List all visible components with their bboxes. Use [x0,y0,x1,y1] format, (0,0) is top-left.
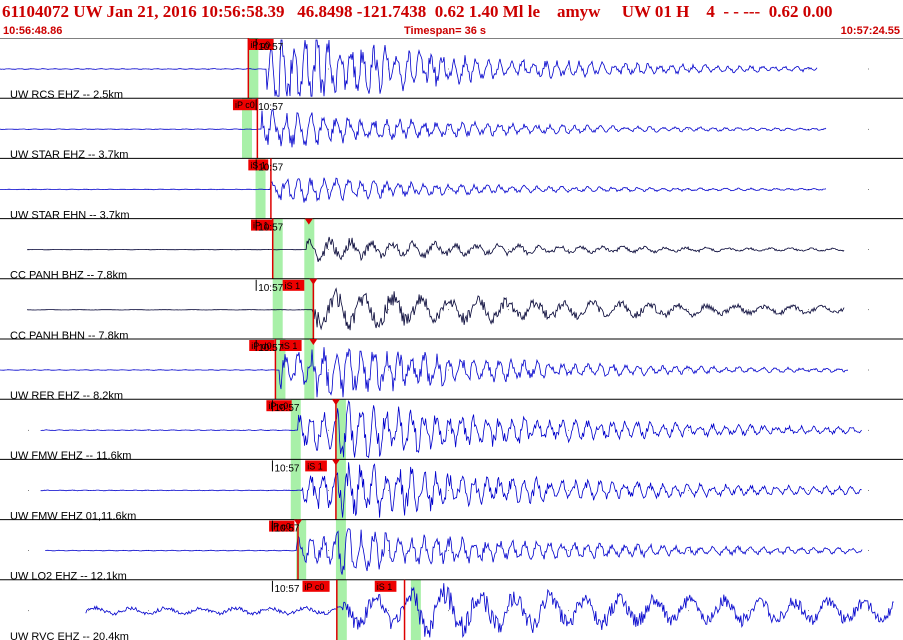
pick-flag [248,39,274,50]
pick-marker [309,278,318,285]
trace-panel: iP c0 iS 1 10:57 UW RVC EHZ -- 20.4km [0,579,903,640]
trace-panel: iS 110:57 UW STAR EHN -- 3.7km [0,157,903,221]
trace-panel: iS 110:57 CC PANH BHN -- 7.8km [0,278,903,342]
pick-label: iP c0 [305,582,325,592]
waveform [0,347,849,398]
trace-panel: iP 110:57 CC PANH BHZ -- 7.8km [0,218,903,282]
minute-label: 10:57 [274,524,299,535]
station-label: UW LO2 EHZ -- 12.1km [10,571,127,583]
trace-panel: iP c0 10:57 UW STAR EHZ -- 3.7km [0,97,903,161]
pick-marker [309,339,318,345]
pick-flag [251,219,273,231]
station-label: CC PANH BHN -- 7.8km [10,330,128,342]
pick-marker [331,399,340,406]
pick-window [242,98,253,159]
waveform [85,583,894,639]
pick-label: iS 1 [285,281,301,291]
trace-panel: iP d0 iS 110:57 UW RER EHZ -- 8.2km [0,338,903,402]
station-label: CC PANH BHZ -- 7.8km [10,270,127,282]
station-label: UW RCS EHZ -- 2.5km [10,89,123,101]
waveform [45,528,863,575]
pick-flag [232,99,259,111]
pick-window [296,519,307,580]
minute-label: 10:57 [258,102,283,113]
pick-label: iS 1 [307,461,323,471]
waveform [27,287,845,331]
minute-label: 10:57 [274,403,299,414]
waveform [0,109,827,148]
pick-label: iP 1 [253,221,268,231]
pick-window [290,399,301,460]
pick-window [410,579,421,640]
pick-label: iP c0 [271,522,291,532]
pick-flag [269,520,295,532]
pick-window [290,459,301,520]
minute-label: 10:57 [258,223,283,234]
station-label: UW FMW EHZ 01,11.6km [10,510,136,522]
pick-window [255,158,266,219]
waveform [40,462,862,518]
pick-label: iP d0 [251,341,271,351]
pick-marker [304,218,313,225]
station-label: UW FMW EHZ -- 11.6km [10,450,131,462]
event-summary: 61104072 UW Jan 21, 2016 10:56:58.39 46.… [2,2,833,21]
pick-label: iS 1 [250,160,266,170]
minute-label: 10:57 [274,463,299,474]
pick-window [272,218,283,279]
minute-label: 10:57 [258,343,283,354]
pick-flag [249,340,275,351]
pick-flag [302,580,330,592]
pick-label: iP c0 [268,401,288,411]
event-header: 61104072 UW Jan 21, 2016 10:56:58.39 46.… [0,0,903,38]
trace-panel: iS 1 10:57 UW FMW EHZ 01,11.6km [0,458,903,522]
station-label: UW STAR EHN -- 3.7km [10,209,130,221]
pick-label: iS 1 [377,582,393,592]
pick-window [336,579,347,640]
pick-flag [248,159,269,171]
pick-marker [293,519,302,526]
pick-window [335,519,346,580]
minute-label: 10:57 [274,584,299,595]
pick-window [304,339,315,400]
minute-label: 10:57 [258,283,283,294]
minute-label: 10:57 [258,42,283,53]
station-label: UW RVC EHZ -- 20.4km [10,631,129,640]
pick-label: iP c0 [250,40,270,50]
station-label: UW RER EHZ -- 8.2km [10,390,123,402]
timespan: Timespan= 36 s [404,25,487,37]
start-time: 10:56:48.86 [3,25,63,37]
pick-flag [282,279,305,291]
pick-window [275,339,286,400]
waveform [0,39,818,97]
station-label: UW STAR EHZ -- 3.7km [10,149,128,161]
end-time: 10:57:24.55 [840,25,900,37]
minute-label: 10:57 [258,162,283,173]
pick-marker [331,459,340,466]
pick-window [304,218,315,279]
pick-flag [305,460,327,472]
pick-window [272,278,283,339]
pick-flag [266,400,292,412]
waveform [40,400,862,459]
pick-window [248,38,259,99]
pick-window [335,399,346,460]
pick-label: iS 1 [282,341,298,351]
pick-window [304,278,315,339]
waveform [27,236,845,263]
pick-flag [374,580,397,592]
pick-window [335,459,346,520]
waveform [0,177,827,203]
pick-label: iP c0 [235,100,255,110]
pick-flag [279,340,302,351]
